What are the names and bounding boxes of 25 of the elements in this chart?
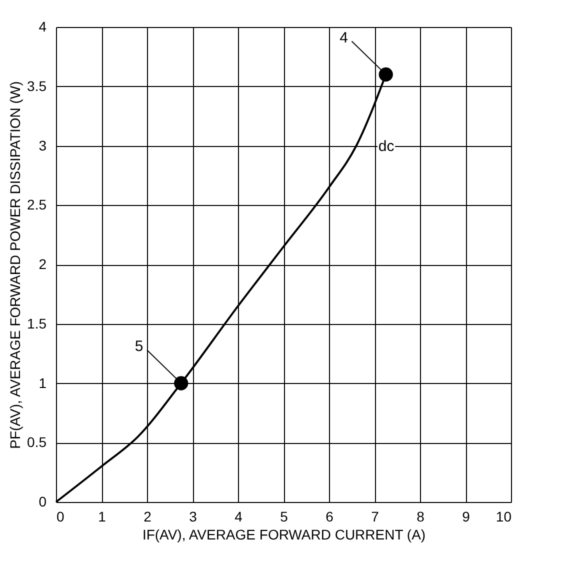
x-tick-label: 5 [280,508,288,524]
y-tick-label: 1.5 [27,315,47,332]
y-tick-label: 4 [38,18,47,34]
x-tick-label: 6 [326,508,334,524]
annotation: 4 [340,29,348,46]
x-tick-label: 9 [462,508,470,524]
x-tick-label: 0 [56,508,64,524]
y-tick-label: 3 [38,137,47,154]
x-tick-label: 7 [371,508,380,524]
y-tick-label: 1 [38,374,47,391]
x-tick-label: 3 [189,508,198,524]
x-tick-label: 10 [496,508,512,524]
x-tick-label: 4 [234,508,243,524]
series-label: dc [378,138,395,155]
y-tick-label: 0 [38,494,47,510]
x-tick-label: 2 [144,508,152,524]
y-tick-label: 3.5 [27,78,47,94]
annotation: 5 [134,338,144,355]
y-tick-label: 2.5 [27,196,47,213]
y-axis-title: PF(AV), AVERAGE FORWARD POWER DISSIPATION (W) [7,81,24,449]
x-tick-label: 1 [98,508,106,524]
y-tick-label: 0.5 [27,434,47,450]
x-tick-label: 8 [416,508,425,524]
y-tick-label: 2 [38,256,47,272]
x-axis-title: IF(AV), AVERAGE FORWARD CURRENT (A) [142,526,426,542]
